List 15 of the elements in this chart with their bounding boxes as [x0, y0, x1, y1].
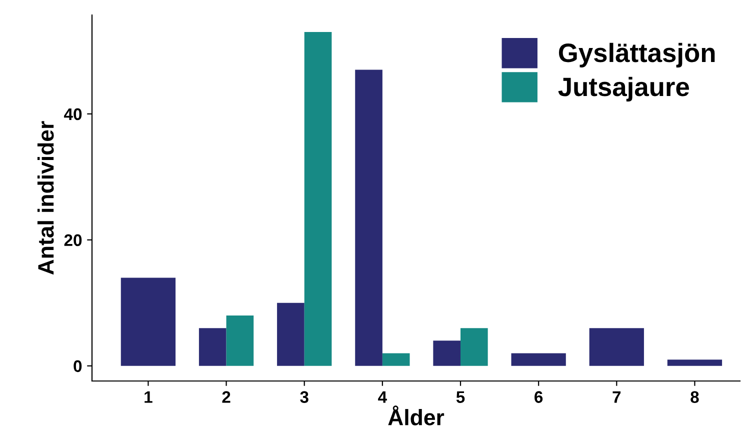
- y-tick-label: 0: [74, 360, 82, 372]
- x-tick-label: 7: [612, 391, 621, 403]
- x-tick-label: 8: [690, 391, 699, 403]
- y-axis-title: Antal individer: [37, 121, 54, 275]
- y-tick-label: 20: [64, 234, 82, 246]
- legend-label: Jutsajaure: [558, 76, 689, 102]
- y-tick-label: 40: [64, 108, 82, 120]
- x-tick-label: 3: [300, 391, 308, 403]
- x-axis-title: Ålder: [388, 406, 444, 426]
- x-tick-label: 5: [456, 391, 465, 403]
- x-tick-label: 4: [378, 391, 387, 403]
- x-tick-label: 2: [222, 391, 230, 403]
- x-tick-label: 6: [534, 391, 543, 403]
- legend-label: Gyslättasjön: [558, 42, 715, 68]
- x-tick-label: 1: [144, 391, 152, 403]
